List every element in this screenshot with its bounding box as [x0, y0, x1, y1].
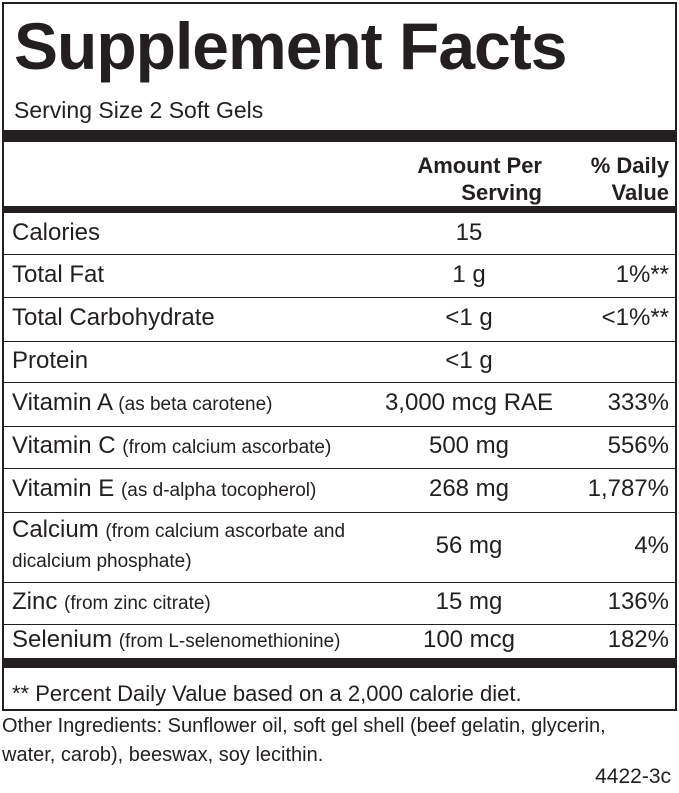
nutrient-row: Selenium (from L-selenomethionine) 100 mc… — [4, 624, 675, 658]
name: Selenium — [12, 626, 113, 653]
nutrient-name: Zinc (from zinc citrate) — [12, 588, 362, 618]
amount: 3,000 mcg RAE — [384, 389, 554, 416]
amount: 268 mg — [428, 475, 510, 502]
divider — [4, 206, 675, 213]
nutrient-name: Calcium (from calcium ascorbate and dica… — [12, 516, 372, 576]
amount: <1 g — [445, 304, 493, 331]
nutrient-row: Total Carbohydrate <1 g <1%** — [4, 297, 675, 342]
daily-value: 556% — [607, 432, 669, 459]
amount: 500 mg — [428, 432, 510, 459]
daily-value: <1%** — [601, 304, 669, 331]
amount: 1 g — [452, 260, 486, 288]
daily-value: 136% — [607, 588, 669, 615]
daily-value: 1%** — [615, 260, 669, 288]
name: Calcium — [12, 516, 99, 543]
name: Protein — [12, 346, 89, 374]
serving-size: Serving Size 2 Soft Gels — [14, 97, 264, 123]
product-code: 4422-3c — [595, 765, 671, 788]
source: (from calcium ascorbate) — [122, 437, 332, 458]
nutrient-row: Zinc (from zinc citrate) 15 mg 136% — [4, 582, 675, 625]
nutrient-row: Protein <1 g — [4, 341, 675, 383]
facts-panel: Supplement Facts Serving Size 2 Soft Gel… — [2, 2, 677, 711]
daily-value: 333% — [607, 389, 669, 416]
name: Calories — [12, 218, 101, 246]
amount: 15 — [455, 218, 483, 246]
amount: 100 mcg — [422, 626, 516, 653]
amount: 56 mg — [435, 532, 503, 559]
nutrient-name: Calories — [12, 219, 362, 247]
nutrient-row: Calcium (from calcium ascorbate and dica… — [4, 512, 675, 583]
name: Vitamin C — [12, 432, 116, 459]
nutrient-row: Calories 15 — [4, 213, 675, 255]
other-ingredients: Other Ingredients: Sunflower oil, soft g… — [2, 715, 606, 766]
source: (from zinc citrate) — [64, 593, 211, 614]
nutrient-name: Vitamin C (from calcium ascorbate) — [12, 432, 362, 462]
nutrient-name: Vitamin A (as beta carotene) — [12, 389, 362, 419]
source: (from L-selenomethionine) — [118, 631, 341, 652]
nutrient-row: Total Fat 1 g 1%** — [4, 254, 675, 298]
column-header: % Daily Value — [590, 153, 669, 205]
nutrient-name: Vitamin E (as d-alpha tocopherol) — [12, 475, 362, 505]
name: Zinc — [12, 588, 58, 615]
nutrient-name: Total Fat — [12, 261, 362, 289]
nutrient-row: Vitamin E (as d-alpha tocopherol) 268 mg 1… — [4, 468, 675, 513]
name: Total Carbohydrate — [12, 304, 215, 331]
daily-value: 182% — [607, 626, 669, 653]
name: Vitamin E — [12, 475, 115, 502]
nutrient-name: Selenium (from L-selenomethionine) — [12, 626, 362, 656]
divider — [4, 130, 675, 142]
source: (as beta carotene) — [118, 394, 273, 415]
amount: <1 g — [445, 346, 493, 374]
source: (as d-alpha tocopherol) — [120, 480, 317, 501]
nutrient-name: Total Carbohydrate — [12, 304, 362, 332]
nutrient-row: Vitamin C (from calcium ascorbate) 500 mg… — [4, 426, 675, 469]
title: Supplement Facts — [14, 9, 567, 83]
nutrient-row: Vitamin A (as beta carotene) 3,000 mcg RA… — [4, 382, 675, 427]
name: Total Fat — [12, 260, 105, 288]
footnote: ** Percent Daily Value based on a 2,000 … — [12, 681, 522, 706]
daily-value: 4% — [634, 532, 669, 559]
name: Vitamin A — [12, 389, 112, 416]
nutrient-name: Protein — [12, 347, 362, 375]
source: (from calcium ascorbate and dicalcium ph… — [12, 521, 346, 572]
column-header: Amount Per Serving — [417, 153, 542, 205]
divider — [4, 658, 675, 668]
daily-value: 1,787% — [587, 475, 669, 502]
amount: 15 mg — [435, 588, 503, 615]
